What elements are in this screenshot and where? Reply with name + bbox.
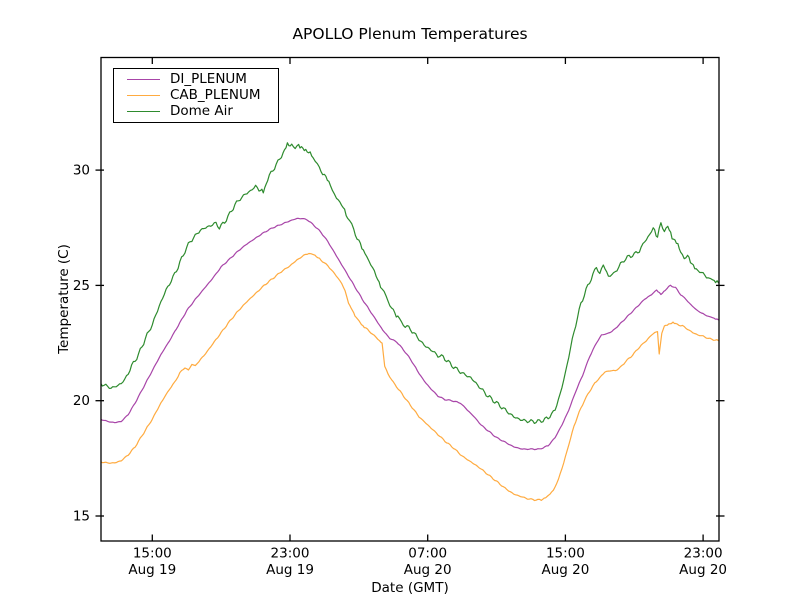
x-tick-label-date: Aug 20: [541, 562, 589, 578]
x-tick-label-date: Aug 19: [266, 562, 314, 578]
series-line-di-plenum: [101, 217, 719, 451]
legend-label: Dome Air: [170, 103, 233, 120]
legend-row: Dome Air: [114, 104, 278, 120]
y-axis-label: Temperature (C): [56, 244, 72, 354]
x-tick-label-time: 15:00: [133, 546, 172, 562]
x-tick-label-date: Aug 20: [404, 562, 452, 578]
legend: DI_PLENUM CAB_PLENUM Dome Air: [113, 68, 279, 123]
x-tick-label-time: 23:00: [684, 546, 723, 562]
x-axis-label: Date (GMT): [371, 580, 449, 596]
x-tick-label-time: 07:00: [408, 546, 447, 562]
legend-line-swatch: [127, 111, 160, 113]
legend-label: CAB_PLENUM: [170, 86, 261, 103]
legend-line-swatch: [127, 78, 160, 80]
x-tick-label-date: Aug 20: [679, 562, 727, 578]
legend-row: CAB_PLENUM: [114, 87, 278, 103]
legend-row: DI_PLENUM: [114, 71, 278, 87]
legend-line-swatch: [127, 94, 160, 96]
x-tick-label-date: Aug 19: [128, 562, 176, 578]
axes-frame: [100, 56, 720, 542]
y-tick-label: 15: [73, 509, 90, 525]
series-line-dome-air: [101, 142, 719, 424]
chart-title: APOLLO Plenum Temperatures: [292, 25, 528, 43]
series-line-cab-plenum: [101, 252, 719, 502]
y-tick-label: 25: [73, 278, 90, 294]
legend-label: DI_PLENUM: [170, 70, 247, 87]
y-tick-label: 20: [73, 393, 90, 409]
series-group: [101, 142, 719, 502]
x-tick-label-time: 23:00: [271, 546, 310, 562]
x-tick-label-time: 15:00: [546, 546, 585, 562]
y-tick-label: 30: [73, 163, 90, 179]
